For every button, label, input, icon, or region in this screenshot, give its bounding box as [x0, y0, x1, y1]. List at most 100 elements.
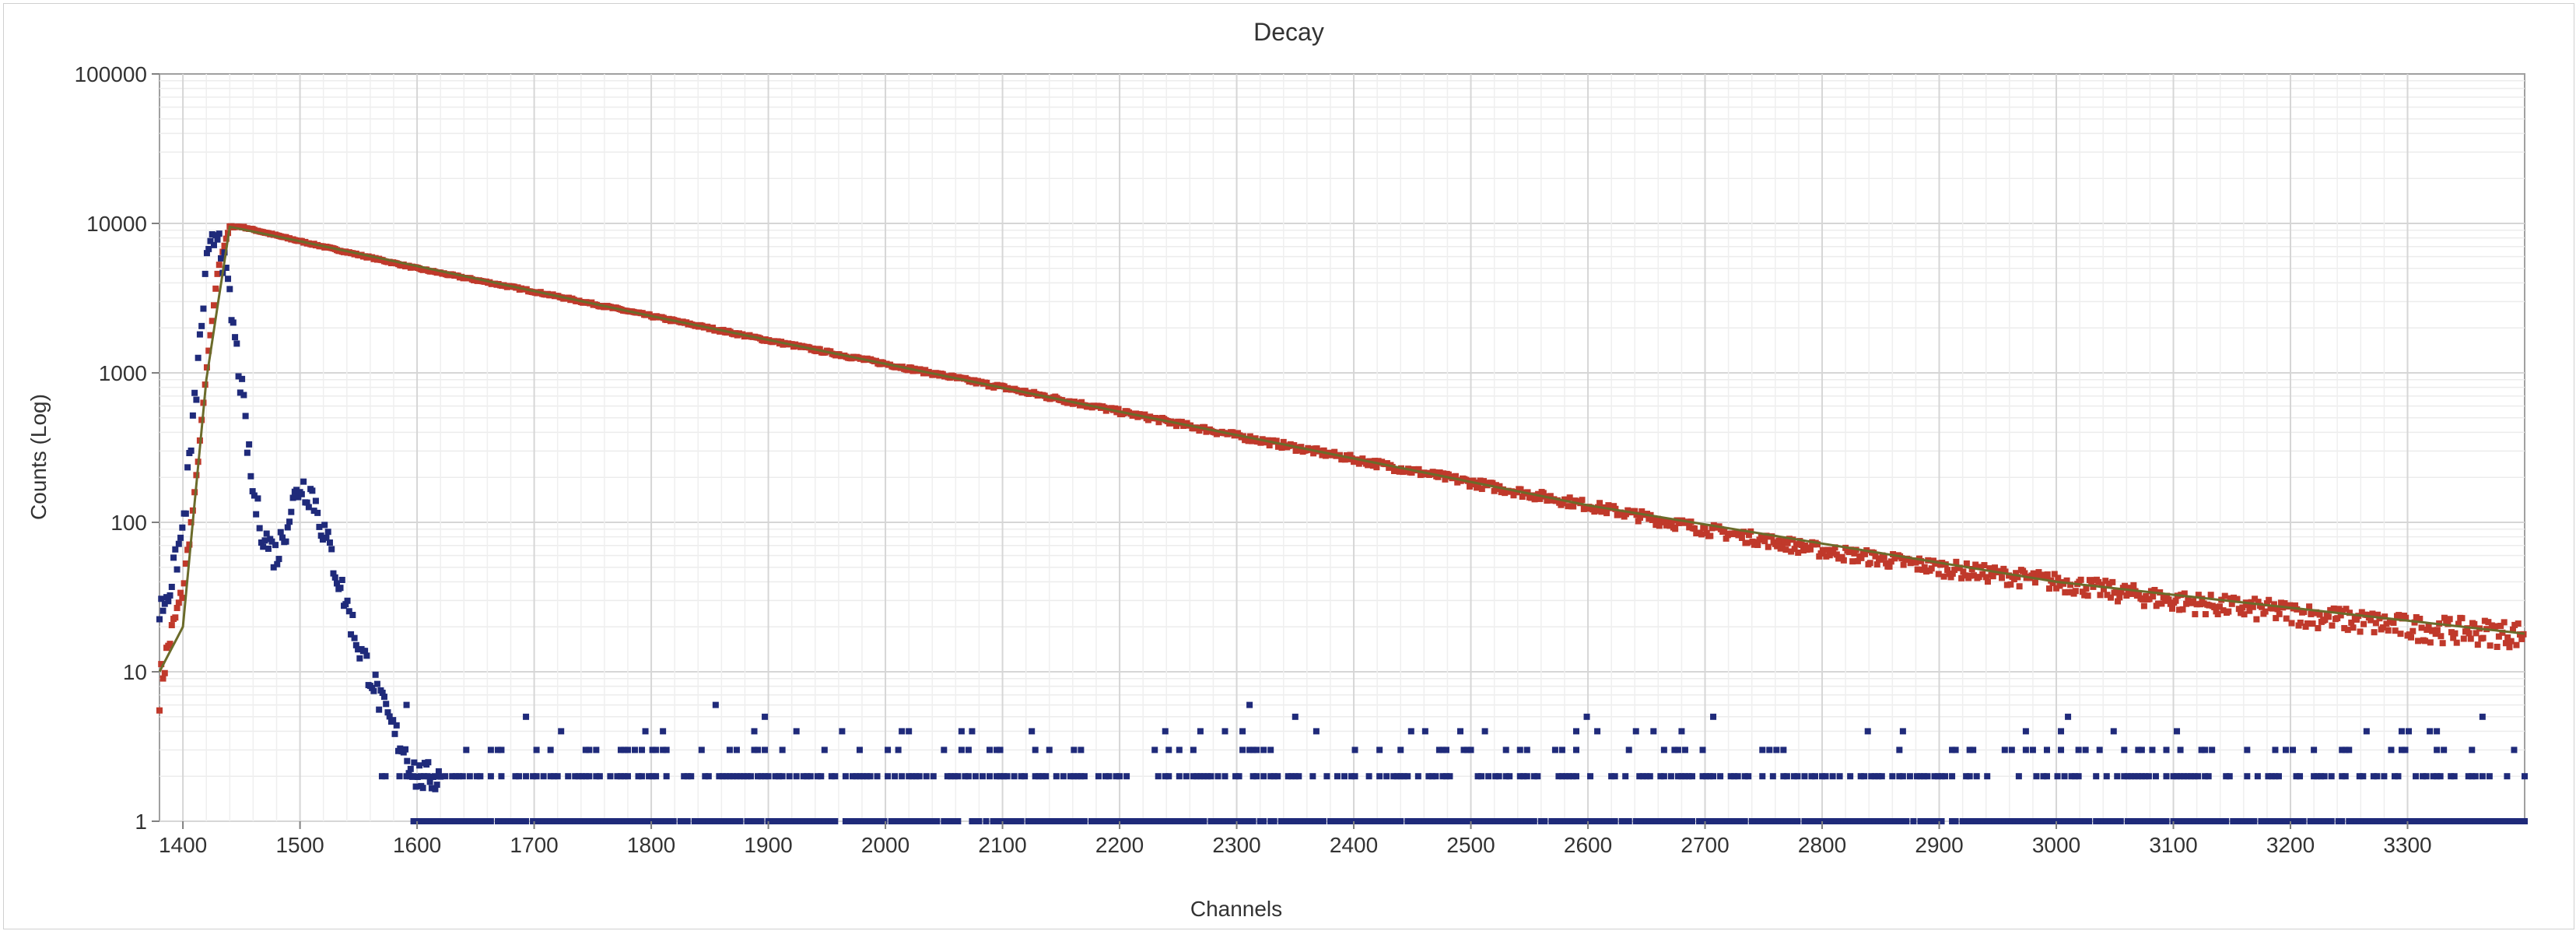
irf-point — [225, 276, 232, 283]
decay-point — [2197, 601, 2204, 608]
background-point — [2367, 818, 2374, 824]
background-point — [1910, 818, 1917, 824]
background-point — [987, 747, 994, 754]
background-point — [2391, 818, 2398, 824]
decay-point — [2269, 605, 2276, 612]
decay-point — [2207, 592, 2214, 599]
background-point — [1952, 747, 1959, 754]
decay-point — [2100, 585, 2107, 592]
background-point — [1270, 773, 1277, 780]
x-axis-label: Channels — [1190, 897, 1282, 921]
background-point — [1492, 818, 1499, 824]
background-point — [2054, 773, 2061, 780]
decay-point — [2301, 608, 2308, 615]
decay-point — [918, 367, 925, 374]
background-point — [1889, 773, 1896, 780]
decay-point — [2053, 585, 2060, 592]
background-point — [632, 818, 639, 824]
background-point — [1446, 773, 1453, 780]
decay-point — [2452, 630, 2459, 637]
irf-point — [242, 413, 249, 420]
background-point — [1935, 818, 1942, 824]
background-point — [737, 773, 744, 780]
irf-point — [432, 785, 439, 792]
background-point — [1819, 773, 1826, 780]
background-point — [2282, 747, 2289, 754]
background-point — [1783, 773, 1790, 780]
background-point — [1186, 818, 1193, 824]
background-point — [456, 818, 463, 824]
decay-point — [2195, 592, 2202, 599]
background-point — [1253, 747, 1260, 754]
irf-point — [376, 706, 383, 713]
irf-point — [314, 509, 321, 516]
x-tick-label: 2300 — [1212, 833, 1260, 857]
background-point — [681, 818, 688, 824]
background-point — [2226, 773, 2233, 780]
decay-point — [2396, 612, 2403, 619]
background-point — [2451, 818, 2458, 824]
decay-point — [177, 589, 184, 596]
background-point — [695, 818, 702, 824]
decay-point — [1935, 571, 1942, 578]
irf-point — [326, 539, 333, 546]
background-point — [1081, 818, 1088, 824]
decay-point — [173, 605, 180, 612]
background-point — [1710, 773, 1717, 780]
background-point — [976, 818, 983, 824]
background-point — [512, 773, 519, 780]
background-point — [723, 773, 730, 780]
background-point — [2370, 773, 2377, 780]
background-point — [751, 728, 758, 735]
irf-point — [270, 564, 277, 571]
decay-point — [1535, 490, 1542, 497]
chart-title: Decay — [1253, 18, 1324, 46]
background-point — [892, 773, 899, 780]
background-point — [1815, 818, 1822, 824]
decay-point — [2097, 592, 2104, 599]
background-point — [2145, 818, 2152, 824]
background-point — [1235, 818, 1242, 824]
background-point — [1555, 773, 1562, 780]
background-point — [660, 818, 667, 824]
background-point — [846, 818, 853, 824]
background-point — [828, 818, 835, 824]
background-point — [639, 747, 646, 754]
background-point — [1344, 818, 1351, 824]
background-point — [1657, 818, 1664, 824]
decay-point — [205, 347, 212, 354]
decay-point — [2485, 619, 2492, 626]
background-point — [1530, 773, 1537, 780]
decay-point — [2334, 615, 2341, 622]
irf-point — [425, 759, 432, 766]
background-point — [1151, 747, 1158, 754]
irf-point — [386, 713, 393, 720]
background-point — [1442, 773, 1449, 780]
background-point — [744, 773, 751, 780]
irf-point — [351, 634, 358, 641]
irf-point — [265, 545, 272, 552]
background-point — [642, 818, 649, 824]
decay-point — [1638, 508, 1645, 515]
decay-point — [2129, 590, 2136, 597]
background-point — [1703, 773, 1710, 780]
background-point — [1766, 747, 1773, 754]
background-point — [582, 773, 589, 780]
x-tick-label: 3200 — [2266, 833, 2315, 857]
decay-point — [1849, 558, 1856, 565]
background-point — [1292, 713, 1299, 720]
decay-point — [1788, 548, 1795, 555]
background-point — [1966, 818, 1973, 824]
background-point — [2469, 773, 2476, 780]
irf-point — [370, 687, 377, 694]
decay-point — [2014, 574, 2021, 581]
decay-point — [1173, 423, 1180, 430]
irf-point — [419, 785, 426, 792]
decay-point — [1951, 567, 1958, 574]
background-point — [1095, 818, 1102, 824]
background-point — [624, 818, 631, 824]
background-point — [2346, 747, 2353, 754]
irf-point — [182, 510, 189, 517]
decay-point — [2115, 598, 2122, 605]
y-tick-label: 1000 — [99, 361, 147, 385]
